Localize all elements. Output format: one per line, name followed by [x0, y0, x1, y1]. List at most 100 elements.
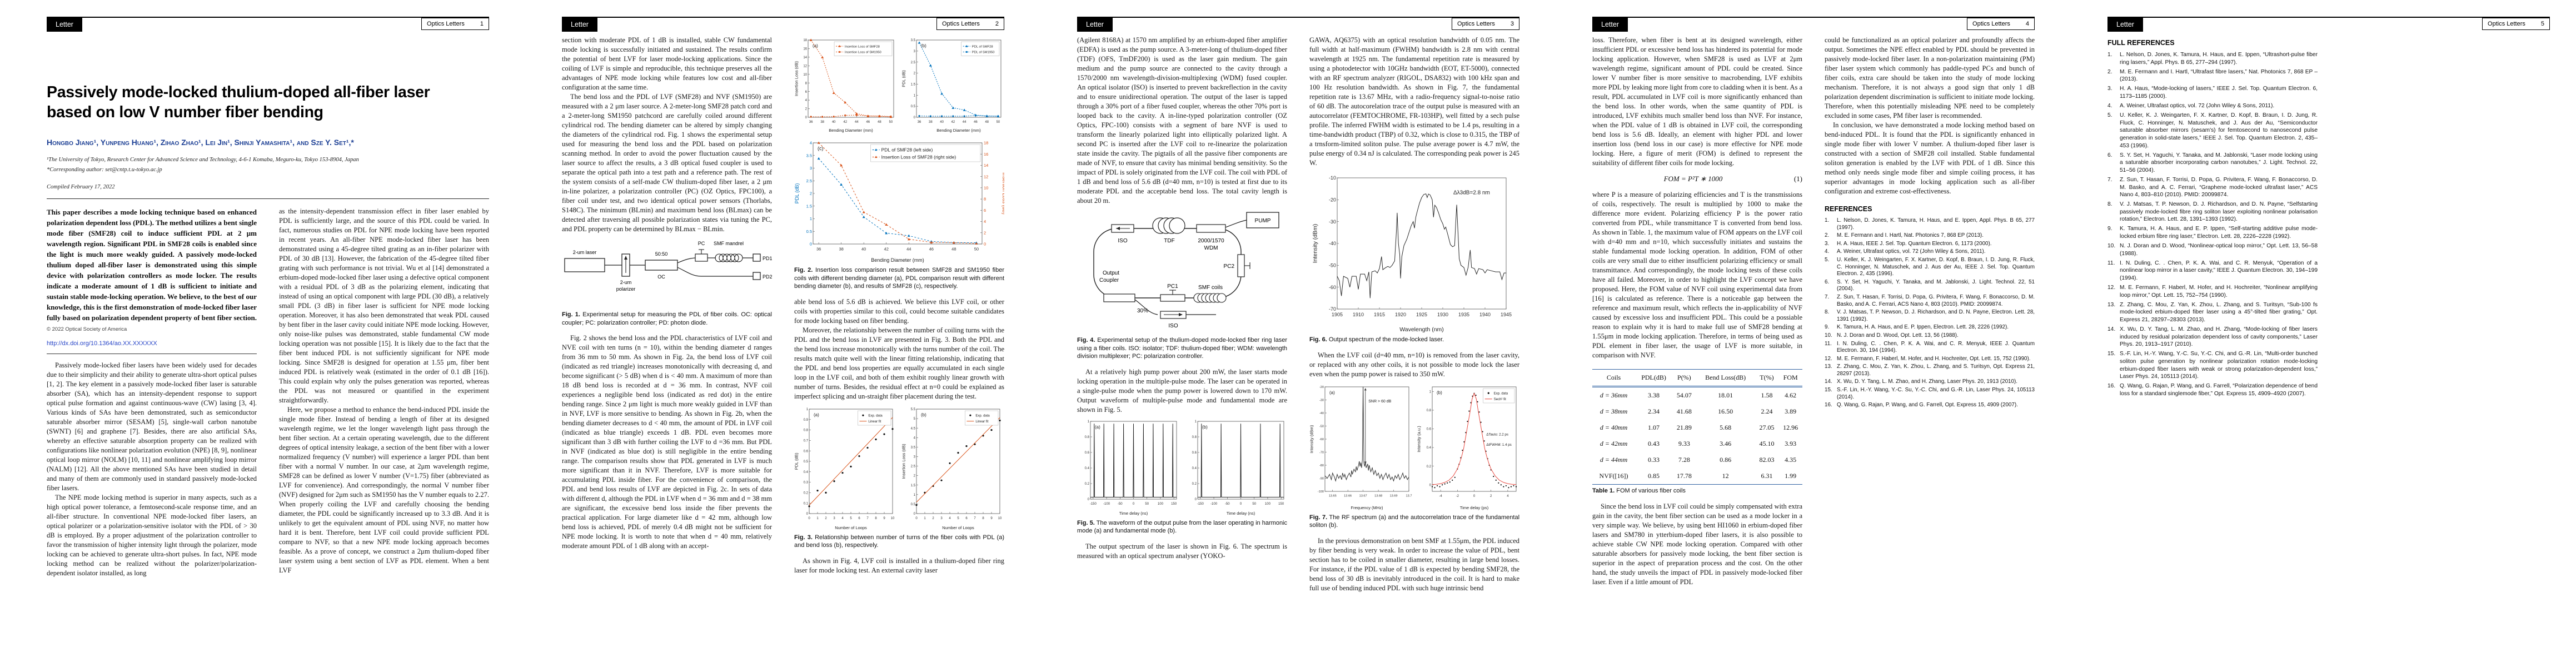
affiliation: ¹The University of Tokyo, Research Cente…: [47, 157, 359, 163]
svg-text:1: 1: [1429, 390, 1432, 394]
letter-label: Letter: [1077, 18, 1113, 32]
fig4-tdf-coil-icon: [1152, 217, 1185, 234]
svg-text:4: 4: [914, 436, 916, 440]
svg-text:18: 18: [984, 141, 988, 146]
svg-text:50: 50: [1252, 502, 1256, 506]
svg-text:0.8: 0.8: [1192, 436, 1197, 439]
svg-text:9: 9: [883, 517, 885, 520]
svg-text:-40: -40: [1319, 411, 1324, 415]
svg-text:Linear fit: Linear fit: [975, 420, 988, 424]
svg-text:Time delay (ns): Time delay (ns): [1227, 511, 1255, 516]
svg-text:2: 2: [932, 517, 934, 520]
svg-text:1910: 1910: [1353, 312, 1364, 317]
svg-text:1: 1: [924, 517, 926, 520]
reference-item: 2. M. E. Fermann and I. Hartl, Nat. Photo…: [1825, 232, 1984, 239]
svg-text:38: 38: [839, 247, 843, 252]
divider: [47, 198, 489, 199]
svg-text:0: 0: [1195, 498, 1197, 501]
svg-text:Number of Loops: Number of Loops: [835, 525, 867, 530]
reference-item: 2. M. E. Fermann and I. Hartl, “Ultrafast…: [2107, 68, 2318, 83]
page-header: Letter Optics Letters 4: [1592, 17, 2035, 33]
svg-text:46: 46: [866, 121, 870, 124]
svg-text:1945: 1945: [1501, 312, 1512, 317]
abstract: This paper describes a mode locking tech…: [47, 208, 257, 332]
journal-name: Optics Letters: [942, 21, 980, 27]
svg-text:1930: 1930: [1437, 312, 1448, 317]
svg-text:Frequency (MHz): Frequency (MHz): [1351, 505, 1383, 510]
svg-text:0.8: 0.8: [804, 429, 809, 432]
svg-text:16: 16: [984, 152, 988, 157]
paragraph: The NPE mode locking method is superior …: [47, 494, 257, 577]
doi-link[interactable]: http://dx.doi.org/10.1364/ao.XX.XXXXXX: [47, 340, 157, 347]
svg-text:8: 8: [875, 517, 877, 520]
svg-text:1: 1: [806, 408, 809, 411]
svg-text:-30: -30: [1319, 399, 1324, 402]
svg-text:0.6: 0.6: [804, 450, 809, 453]
svg-text:50: 50: [1145, 502, 1149, 506]
svg-text:0.2: 0.2: [1427, 465, 1432, 468]
svg-text:3: 3: [914, 455, 916, 459]
svg-text:0: 0: [1473, 495, 1476, 498]
svg-text:50: 50: [889, 121, 893, 124]
svg-text:36: 36: [809, 121, 813, 124]
page-header: Letter Optics Letters 5: [2107, 17, 2550, 33]
svg-text:Linear fit: Linear fit: [868, 420, 881, 424]
svg-text:(a): (a): [814, 412, 819, 417]
ring-laser-setup-diagram: ISO TDF 2000/1570 WDM PUMP PC2 Output: [1093, 212, 1279, 329]
svg-text:0: 0: [810, 242, 812, 247]
svg-text:-50: -50: [1225, 502, 1230, 506]
svg-text:1.5: 1.5: [806, 203, 812, 208]
svg-text:2: 2: [914, 474, 916, 477]
equation-body: FOM = P²T ∗ 1000: [1663, 175, 1723, 183]
svg-text:Intensity (dBm): Intensity (dBm): [1312, 224, 1319, 263]
svg-text:44: 44: [963, 121, 966, 124]
svg-text:0.1: 0.1: [804, 502, 809, 505]
svg-text:0: 0: [1240, 502, 1242, 506]
svg-text:7: 7: [866, 517, 869, 520]
reference-item: 9. K. Tamura, H. A. Haus, and E. P. Ippen…: [1825, 324, 2009, 331]
svg-text:(c): (c): [818, 146, 824, 151]
svg-text:5: 5: [957, 517, 959, 520]
p3-left-column: (Agilent 8168A) at 1570 nm amplified by …: [1077, 36, 1287, 561]
svg-text:-70: -70: [1319, 451, 1324, 454]
svg-text:36: 36: [918, 121, 921, 124]
svg-text:0.4: 0.4: [1085, 467, 1090, 470]
p1-left-column: This paper describes a mode locking tech…: [47, 207, 257, 578]
figure-5-caption: Fig. 5. The waveform of the output pulse…: [1077, 519, 1288, 535]
fig4-smf-coil-icon: [1193, 293, 1227, 303]
svg-text:2: 2: [914, 72, 916, 76]
svg-text:-30: -30: [1329, 219, 1336, 225]
reference-item: 5. U. Keller, K. J. Weingarten, F. X. Kar…: [2107, 112, 2318, 149]
letter-label: Letter: [1592, 18, 1628, 32]
page-2: Letter Optics Letters 2 section with mod…: [515, 0, 1030, 667]
svg-text:Time delay (ps): Time delay (ps): [1460, 505, 1489, 510]
svg-text:150: 150: [1278, 502, 1284, 506]
svg-text:0.8: 0.8: [1427, 409, 1432, 412]
figure-2c: 36 38 40 42 44 46 48 50 0 0.5 1 1.5 2 2.5 3 3.5 4 0 2 4 6 8 10…: [794, 137, 1004, 264]
svg-text:Intensity (dBm): Intensity (dBm): [1309, 425, 1314, 453]
page-number: 1: [480, 21, 484, 27]
reference-item: 14. X. Wu, D. Y. Tang, L. M. Zhao, and H.…: [2107, 326, 2318, 348]
svg-text:-150: -150: [1090, 502, 1097, 506]
svg-text:0.4: 0.4: [1427, 446, 1432, 450]
figure-2-caption: Fig. 2. Insertion loss comparison result…: [794, 267, 1004, 290]
reference-item: 10. N. J. Doran and D. Wood, Opt. Lett. 1…: [1825, 332, 1959, 339]
svg-text:2: 2: [984, 230, 986, 235]
svg-text:2.5: 2.5: [911, 465, 916, 468]
svg-text:-100: -100: [1210, 502, 1218, 506]
svg-text:1925: 1925: [1416, 312, 1427, 317]
fig1-pd2-label: PD2: [763, 274, 772, 280]
svg-text:-20: -20: [1319, 385, 1324, 389]
reference-item: 16. Q. Wang, G. Rajan, P. Wang, and G. Fa…: [2107, 383, 2318, 397]
svg-text:1: 1: [1195, 420, 1197, 424]
paragraph: section with moderate PDL of 1 dB is ins…: [562, 36, 772, 91]
page-3: Letter Optics Letters 3 (Agilent 8168A) …: [1030, 0, 1546, 667]
reference-item: 4. A. Weiner, Ultrafast optics, vol. 72 (…: [2107, 103, 2275, 109]
paragraph: could be functionalized as an optical po…: [1825, 36, 2035, 120]
corresponding-author[interactable]: *Corresponding author: set@cntp.t.u-toky…: [47, 167, 162, 173]
svg-text:12: 12: [984, 174, 988, 179]
svg-text:4: 4: [949, 517, 951, 520]
svg-text:0.2: 0.2: [804, 491, 809, 495]
svg-text:6: 6: [965, 517, 968, 520]
svg-text:0: 0: [1429, 484, 1432, 487]
